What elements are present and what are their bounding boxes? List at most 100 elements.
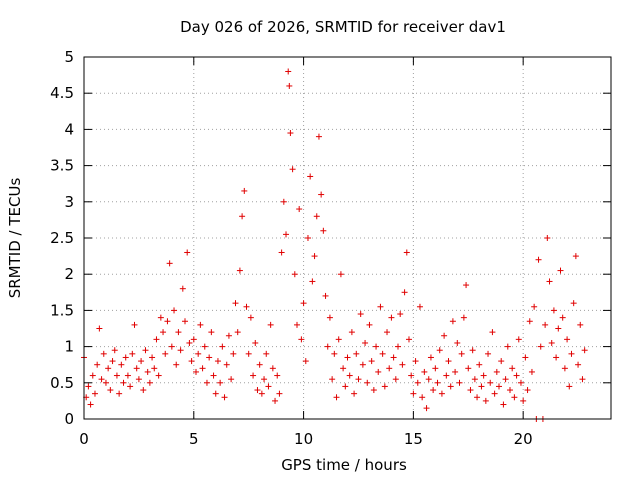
data-point <box>467 387 474 394</box>
data-point <box>449 318 456 325</box>
data-point <box>397 311 404 318</box>
data-point <box>140 387 147 394</box>
data-point <box>199 365 206 372</box>
data-point <box>146 379 153 386</box>
y-axis-label: SRMTID / TECUs <box>6 178 24 299</box>
data-point <box>550 307 557 314</box>
data-point <box>201 343 208 350</box>
data-point <box>322 292 329 299</box>
data-point <box>217 379 224 386</box>
x-tick-label: 0 <box>79 430 89 448</box>
data-point <box>566 383 573 390</box>
data-point <box>195 350 202 357</box>
data-point <box>179 285 186 292</box>
data-point <box>581 347 588 354</box>
data-point <box>184 249 191 256</box>
axis-ticks <box>83 56 611 420</box>
y-tick-label: 2.5 <box>50 229 74 247</box>
data-point <box>351 390 358 397</box>
data-point <box>278 249 285 256</box>
data-point <box>168 343 175 350</box>
data-point <box>506 387 513 394</box>
data-point <box>348 329 355 336</box>
data-point <box>559 314 566 321</box>
data-point <box>160 329 167 336</box>
data-point <box>107 387 114 394</box>
y-tick-label: 3.5 <box>50 157 74 175</box>
data-point <box>91 390 98 397</box>
data-point <box>127 383 134 390</box>
data-point <box>546 278 553 285</box>
data-point <box>302 358 309 365</box>
data-point <box>375 368 382 375</box>
data-point <box>311 253 318 260</box>
data-point <box>113 372 120 379</box>
data-point <box>245 350 252 357</box>
data-point <box>469 347 476 354</box>
data-point <box>445 358 452 365</box>
data-point <box>471 376 478 383</box>
data-point <box>175 329 182 336</box>
data-point <box>463 282 470 289</box>
y-tick-label: 2 <box>64 265 74 283</box>
data-point <box>474 394 481 401</box>
x-tick-label: 10 <box>294 430 313 448</box>
data-point <box>425 376 432 383</box>
data-point <box>85 383 92 390</box>
data-point <box>326 314 333 321</box>
data-point <box>337 271 344 278</box>
data-point <box>489 329 496 336</box>
data-point <box>142 347 149 354</box>
data-point <box>359 361 366 368</box>
data-point <box>300 300 307 307</box>
data-point <box>572 253 579 260</box>
data-point <box>188 358 195 365</box>
data-point <box>401 289 408 296</box>
data-point <box>520 397 527 404</box>
data-point <box>513 372 520 379</box>
data-point <box>274 372 281 379</box>
data-point <box>120 379 127 386</box>
data-point <box>342 383 349 390</box>
data-point <box>289 166 296 173</box>
data-point <box>203 379 210 386</box>
data-point <box>456 379 463 386</box>
data-point <box>502 376 509 383</box>
data-point <box>230 350 237 357</box>
tick-labels: 0 0.5 1 1.5 2 2.5 3 3.5 4 4.5 5 0 5 10 15 20 <box>50 48 533 448</box>
data-point <box>236 267 243 274</box>
data-point <box>269 365 276 372</box>
data-point <box>526 318 533 325</box>
data-point <box>280 198 287 205</box>
data-point <box>100 350 107 357</box>
data-point <box>579 376 586 383</box>
data-point <box>153 336 160 343</box>
data-point <box>379 350 386 357</box>
y-tick-label: 0.5 <box>50 374 74 392</box>
data-point <box>498 358 505 365</box>
data-point <box>535 256 542 263</box>
data-point <box>129 350 136 357</box>
data-point <box>182 318 189 325</box>
data-point <box>340 365 347 372</box>
data-point <box>291 271 298 278</box>
y-tick-label: 1 <box>64 338 74 356</box>
data-point <box>283 231 290 238</box>
data-point <box>460 314 467 321</box>
data-point <box>192 368 199 375</box>
data-point <box>324 343 331 350</box>
data-point <box>491 390 498 397</box>
data-point <box>381 383 388 390</box>
data-point <box>436 347 443 354</box>
data-point <box>315 133 322 140</box>
data-point <box>353 350 360 357</box>
data-point <box>208 329 215 336</box>
data-point <box>186 339 193 346</box>
data-point <box>485 350 492 357</box>
data-point <box>427 354 434 361</box>
data-point <box>370 387 377 394</box>
data-point <box>333 394 340 401</box>
data-point <box>476 361 483 368</box>
data-point <box>557 267 564 274</box>
data-point <box>89 372 96 379</box>
